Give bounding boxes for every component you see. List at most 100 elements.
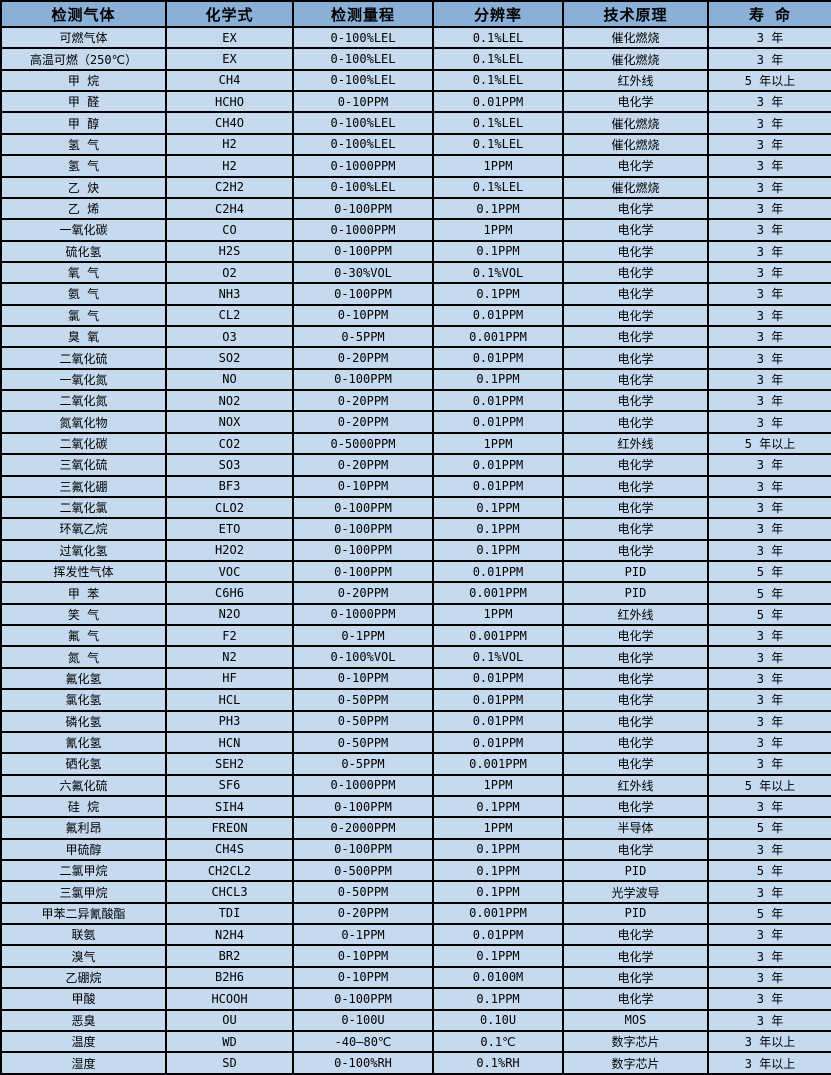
cell-resolution: 0.1%LEL — [432, 25, 564, 50]
cell-gas-name: 二氧化氯 — [0, 495, 167, 520]
cell-lifespan: 3 年 — [707, 260, 831, 285]
cell-resolution: 0.001PPM — [432, 752, 564, 776]
cell-detection-range: 0-50PPM — [292, 880, 434, 904]
cell-lifespan: 3 年 — [707, 154, 831, 178]
cell-lifespan: 3 年以上 — [707, 1029, 831, 1054]
cell-resolution: 0.1PPM — [432, 794, 564, 819]
table-row: 高温可燃（250℃） EX 0-100%LEL 0.1%LEL 催化燃烧 3 年 — [0, 47, 831, 71]
table-row: 二氯甲烷 CH2CL2 0-500PPM 0.1PPM PID 5 年 — [0, 858, 831, 883]
cell-resolution: 0.1℃ — [432, 1029, 564, 1054]
cell-lifespan: 3 年 — [707, 389, 831, 413]
cell-resolution: 0.1PPM — [432, 837, 564, 862]
cell-technology: 电化学 — [562, 517, 709, 541]
table-row: 氟利昂 FREON 0-2000PPM 1PPM 半导体 5 年 — [0, 816, 831, 840]
cell-detection-range: 0-20PPM — [292, 346, 434, 370]
cell-lifespan: 3 年 — [707, 303, 831, 328]
cell-technology: 电化学 — [562, 965, 709, 990]
cell-chemical-formula: O2 — [165, 260, 294, 285]
cell-resolution: 0.01PPM — [432, 688, 564, 712]
cell-detection-range: 0-10PPM — [292, 666, 434, 691]
column-header: 技术原理 — [562, 0, 709, 28]
cell-chemical-formula: H2O2 — [165, 538, 294, 563]
cell-chemical-formula: C2H4 — [165, 196, 294, 221]
table-row: 二氧化硫 SO2 0-20PPM 0.01PPM 电化学 3 年 — [0, 346, 831, 370]
cell-chemical-formula: OU — [165, 1008, 294, 1032]
cell-lifespan: 3 年 — [707, 325, 831, 349]
table-row: 臭 氧 O3 0-5PPM 0.001PPM 电化学 3 年 — [0, 325, 831, 349]
table-row: 硒化氢 SEH2 0-5PPM 0.001PPM 电化学 3 年 — [0, 752, 831, 776]
cell-lifespan: 3 年 — [707, 111, 831, 135]
cell-lifespan: 3 年 — [707, 645, 831, 669]
cell-gas-name: 一氧化氮 — [0, 367, 167, 392]
cell-detection-range: 0-20PPM — [292, 453, 434, 477]
cell-resolution: 0.01PPM — [432, 90, 564, 114]
cell-gas-name: 硫化氢 — [0, 239, 167, 263]
cell-resolution: 0.1PPM — [432, 196, 564, 221]
cell-technology: 数字芯片 — [562, 1029, 709, 1054]
cell-chemical-formula: H2 — [165, 154, 294, 178]
cell-resolution: 1PPM — [432, 773, 564, 797]
table-row: 一氧化氮 NO 0-100PPM 0.1PPM 电化学 3 年 — [0, 367, 831, 392]
cell-lifespan: 3 年 — [707, 965, 831, 990]
cell-chemical-formula: SO2 — [165, 346, 294, 370]
table-row: 乙硼烷 B2H6 0-10PPM 0.0100M 电化学 3 年 — [0, 965, 831, 990]
cell-detection-range: 0-100PPM — [292, 987, 434, 1011]
cell-gas-name: 挥发性气体 — [0, 559, 167, 584]
table-row: 二氧化氮 NO2 0-20PPM 0.01PPM 电化学 3 年 — [0, 389, 831, 413]
cell-technology: 数字芯片 — [562, 1051, 709, 1075]
cell-resolution: 0.1PPM — [432, 239, 564, 263]
cell-lifespan: 5 年 — [707, 901, 831, 926]
cell-resolution: 0.01PPM — [432, 709, 564, 733]
cell-technology: 电化学 — [562, 389, 709, 413]
cell-lifespan: 3 年 — [707, 495, 831, 520]
table-row: 氨 气 NH3 0-100PPM 0.1PPM 电化学 3 年 — [0, 282, 831, 306]
cell-technology: 电化学 — [562, 730, 709, 755]
cell-resolution: 0.001PPM — [432, 581, 564, 605]
cell-gas-name: 氮 气 — [0, 645, 167, 669]
cell-technology: 催化燃烧 — [562, 132, 709, 157]
cell-chemical-formula: NH3 — [165, 282, 294, 306]
cell-lifespan: 5 年以上 — [707, 431, 831, 456]
cell-lifespan: 5 年 — [707, 858, 831, 883]
table-row: 氢 气 H2 0-1000PPM 1PPM 电化学 3 年 — [0, 154, 831, 178]
cell-resolution: 0.01PPM — [432, 453, 564, 477]
cell-detection-range: 0-500PPM — [292, 858, 434, 883]
cell-chemical-formula: C6H6 — [165, 581, 294, 605]
cell-technology: 电化学 — [562, 282, 709, 306]
cell-chemical-formula: WD — [165, 1029, 294, 1054]
cell-lifespan: 3 年 — [707, 987, 831, 1011]
cell-chemical-formula: FREON — [165, 816, 294, 840]
cell-detection-range: 0-100PPM — [292, 794, 434, 819]
cell-technology: 电化学 — [562, 90, 709, 114]
table-row: 三氧化硫 SO3 0-20PPM 0.01PPM 电化学 3 年 — [0, 453, 831, 477]
cell-lifespan: 5 年 — [707, 559, 831, 584]
table-row: 乙 炔 C2H2 0-100%LEL 0.1%LEL 催化燃烧 3 年 — [0, 175, 831, 199]
cell-detection-range: 0-100PPM — [292, 239, 434, 263]
cell-detection-range: 0-1000PPM — [292, 154, 434, 178]
table-row: 甲酸 HCOOH 0-100PPM 0.1PPM 电化学 3 年 — [0, 987, 831, 1011]
cell-gas-name: 硅 烷 — [0, 794, 167, 819]
cell-technology: 电化学 — [562, 474, 709, 498]
cell-gas-name: 氨 气 — [0, 282, 167, 306]
table-row: 甲苯二异氰酸酯 TDI 0-20PPM 0.001PPM PID 5 年 — [0, 901, 831, 926]
cell-gas-name: 三氧化硫 — [0, 453, 167, 477]
cell-detection-range: 0-5PPM — [292, 325, 434, 349]
table-row: 笑 气 N2O 0-1000PPM 1PPM 红外线 5 年 — [0, 602, 831, 627]
cell-lifespan: 3 年 — [707, 517, 831, 541]
table-row: 氢 气 H2 0-100%LEL 0.1%LEL 催化燃烧 3 年 — [0, 132, 831, 157]
cell-detection-range: 0-10PPM — [292, 965, 434, 990]
cell-gas-name: 乙 烯 — [0, 196, 167, 221]
cell-chemical-formula: HCN — [165, 730, 294, 755]
cell-resolution: 0.1%LEL — [432, 47, 564, 71]
cell-detection-range: 0-1PPM — [292, 923, 434, 947]
cell-gas-name: 一氧化碳 — [0, 218, 167, 242]
table-row: 氟 气 F2 0-1PPM 0.001PPM 电化学 3 年 — [0, 624, 831, 648]
cell-gas-name: 高温可燃（250℃） — [0, 47, 167, 71]
cell-detection-range: 0-50PPM — [292, 730, 434, 755]
cell-detection-range: 0-20PPM — [292, 901, 434, 926]
cell-technology: 电化学 — [562, 346, 709, 370]
table-row: 可燃气体 EX 0-100%LEL 0.1%LEL 催化燃烧 3 年 — [0, 25, 831, 50]
cell-detection-range: 0-1000PPM — [292, 773, 434, 797]
cell-gas-name: 过氧化氢 — [0, 538, 167, 563]
